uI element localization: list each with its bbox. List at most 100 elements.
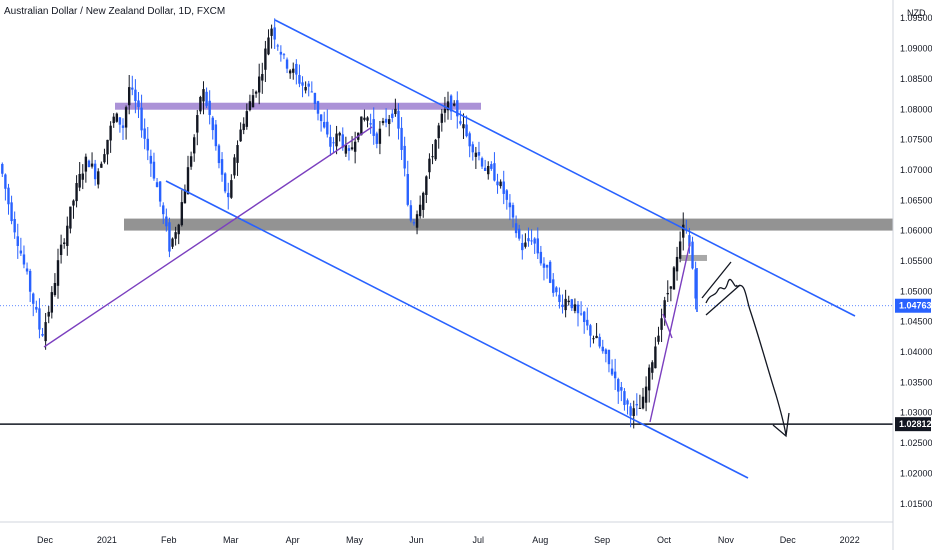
candle-body bbox=[174, 232, 177, 239]
candle-body bbox=[694, 269, 697, 299]
time-tick-label: Sep bbox=[594, 535, 610, 545]
upper-channel-line bbox=[274, 19, 856, 317]
candle-body bbox=[28, 270, 32, 292]
time-tick-label: May bbox=[346, 535, 364, 545]
candle-body bbox=[183, 189, 187, 204]
candle-body bbox=[276, 45, 279, 47]
time-tick-label: Oct bbox=[657, 535, 672, 545]
candle-body bbox=[499, 181, 502, 187]
candle-body bbox=[350, 147, 354, 150]
candle-body bbox=[555, 287, 558, 293]
price-label: 1.02812 bbox=[899, 419, 932, 429]
candle-body bbox=[69, 206, 72, 229]
candle-body bbox=[573, 304, 577, 311]
candle-body bbox=[298, 74, 301, 84]
candle-body bbox=[251, 95, 255, 108]
candle-body bbox=[245, 111, 249, 127]
candle-body bbox=[44, 322, 47, 342]
candles bbox=[1, 18, 697, 429]
candle-body bbox=[487, 165, 490, 175]
trendlines bbox=[43, 19, 856, 479]
time-tick-label: Mar bbox=[223, 535, 239, 545]
candle-body bbox=[496, 181, 499, 186]
candle-body bbox=[641, 396, 645, 409]
candle-body bbox=[267, 37, 270, 55]
candle-body bbox=[155, 182, 159, 188]
candle-body bbox=[322, 121, 326, 128]
candle-body bbox=[508, 202, 512, 208]
candle-body bbox=[465, 124, 468, 137]
candle-body bbox=[93, 163, 97, 180]
candle-body bbox=[660, 318, 663, 330]
candle-body bbox=[248, 101, 252, 111]
candle-body bbox=[360, 116, 363, 136]
candle-body bbox=[663, 300, 666, 318]
candle-body bbox=[257, 76, 261, 93]
candle-body bbox=[295, 63, 298, 75]
candle-body bbox=[437, 125, 440, 139]
candle-body bbox=[313, 92, 317, 104]
candle-body bbox=[406, 174, 409, 205]
candle-body bbox=[211, 117, 214, 131]
candle-body bbox=[626, 400, 629, 405]
candle-body bbox=[121, 125, 125, 128]
candle-body bbox=[620, 387, 623, 391]
candle-body bbox=[78, 173, 81, 188]
candle-body bbox=[372, 119, 375, 136]
candle-body bbox=[282, 54, 286, 56]
candle-body bbox=[196, 115, 199, 133]
candle-body bbox=[666, 292, 669, 295]
price-label: 1.04763 bbox=[899, 301, 932, 311]
candle-body bbox=[288, 70, 292, 74]
candle-body bbox=[112, 116, 115, 124]
candle-body bbox=[310, 91, 314, 93]
candle-body bbox=[654, 346, 657, 369]
candle-body bbox=[140, 107, 143, 131]
candle-body bbox=[10, 202, 13, 222]
candle-body bbox=[579, 313, 583, 315]
price-tick-label: 1.01500 bbox=[900, 499, 932, 509]
candle-body bbox=[19, 250, 23, 254]
candle-body bbox=[16, 236, 19, 246]
candle-body bbox=[270, 28, 273, 36]
candle-body bbox=[38, 308, 41, 330]
price-tick-label: 1.02500 bbox=[900, 438, 932, 448]
price-axis: 1.01500 1.02000 1.02500 1.03000 1.03500 1.040… bbox=[892, 0, 932, 550]
time-axis: Dec 2021 Feb Mar Apr May Jun Jul Aug Sep Oct Nov Dec… bbox=[0, 521, 893, 545]
time-tick-label: Jul bbox=[473, 535, 485, 545]
rising-trendline bbox=[43, 126, 373, 348]
candle-body bbox=[657, 335, 660, 342]
candle-body bbox=[613, 371, 617, 379]
candle-body bbox=[332, 142, 335, 144]
candle-body bbox=[97, 171, 100, 185]
candle-body bbox=[7, 187, 10, 205]
time-tick-label: Feb bbox=[161, 535, 177, 545]
candle-body bbox=[304, 86, 307, 91]
candle-body bbox=[41, 333, 44, 336]
candle-body bbox=[217, 145, 221, 164]
candle-body bbox=[279, 51, 283, 55]
time-tick-label: Dec bbox=[780, 535, 797, 545]
support-zone bbox=[124, 218, 893, 231]
candle-body bbox=[545, 264, 549, 268]
candle-body bbox=[329, 136, 332, 147]
candle-body bbox=[409, 205, 413, 221]
candle-body bbox=[449, 95, 453, 112]
candle-body bbox=[378, 128, 382, 144]
candle-body bbox=[127, 87, 131, 106]
candle-body bbox=[223, 173, 227, 192]
candle-body bbox=[53, 283, 57, 295]
small-zone bbox=[681, 254, 707, 261]
candle-body bbox=[548, 261, 552, 283]
candle-body bbox=[103, 154, 106, 163]
candle-body bbox=[146, 138, 149, 151]
price-tick-label: 1.07500 bbox=[900, 135, 932, 145]
candle-body bbox=[353, 141, 357, 152]
price-tick-label: 1.08000 bbox=[900, 104, 932, 114]
candle-body bbox=[672, 267, 676, 290]
candle-body bbox=[199, 96, 202, 112]
candle-body bbox=[521, 242, 524, 251]
candle-body bbox=[75, 183, 78, 202]
candle-body bbox=[202, 89, 205, 102]
